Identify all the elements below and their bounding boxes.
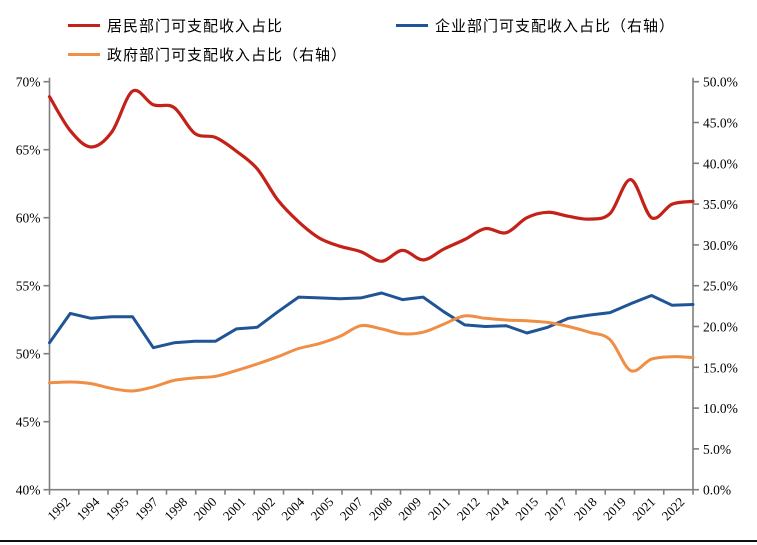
x-tick-label: 2012 (454, 494, 483, 523)
legend-item-enterprise: 企业部门可支配收入占比（右轴） (396, 15, 675, 36)
legend-label-household: 居民部门可支配收入占比 (107, 19, 284, 35)
y-right-tick-label: 30.0% (703, 238, 738, 253)
household-line-swatch (68, 24, 100, 27)
household-share-line (47, 88, 695, 263)
y-right-tick-label: 10.0% (703, 401, 738, 416)
y-axis-right: 0.0% 5.0% 10.0% 15.0% 20.0% 25.0% 30.0% 35.0% 40… (693, 75, 738, 498)
x-tick-label: 2007 (337, 494, 366, 523)
y-right-tick-label: 50.0% (703, 75, 738, 90)
y-right-tick-label: 0.0% (703, 483, 731, 498)
y-right-tick-label: 40.0% (703, 156, 738, 171)
x-tick-label: 2005 (308, 494, 337, 523)
x-tick-label: 2000 (191, 494, 220, 523)
y-right-tick-label: 45.0% (703, 116, 738, 131)
y-right-tick-label: 20.0% (703, 320, 738, 335)
enterprise-line-swatch (396, 24, 428, 27)
y-right-tick-label: 15.0% (703, 360, 738, 375)
x-tick-label: 2008 (366, 494, 395, 523)
x-tick-label: 2004 (278, 494, 307, 523)
x-tick-label: 1995 (103, 494, 132, 523)
legend-item-government: 政府部门可支配收入占比（右轴） (68, 44, 347, 65)
legend-label-enterprise: 企业部门可支配收入占比（右轴） (435, 19, 676, 35)
y-right-tick-label: 5.0% (703, 442, 731, 457)
x-tick-label: 1992 (44, 494, 73, 523)
y-right-tick-label: 35.0% (703, 197, 738, 212)
government-share-line (48, 314, 695, 393)
y-left-tick-label: 60% (16, 211, 41, 226)
government-line-swatch (68, 53, 100, 56)
y-left-tick-label: 65% (16, 143, 41, 158)
y-left-tick-label: 45% (16, 415, 41, 430)
y-left-tick-label: 70% (16, 75, 41, 90)
x-tick-label: 2018 (571, 494, 600, 523)
y-left-tick-label: 40% (16, 483, 41, 498)
legend-label-government: 政府部门可支配收入占比（右轴） (107, 48, 348, 64)
enterprise-share-line (48, 291, 695, 350)
y-axis-left: 40% 45% 50% 55% 60% 65% 70% (16, 75, 50, 498)
x-tick-label: 2022 (659, 494, 688, 523)
x-tick-label: 2011 (425, 494, 454, 523)
x-tick-label: 2002 (249, 494, 278, 523)
x-tick-label: 1994 (74, 494, 103, 523)
x-tick-label: 2015 (512, 494, 541, 523)
x-tick-label: 2021 (629, 494, 658, 523)
y-left-tick-label: 50% (16, 347, 41, 362)
x-tick-label: 2014 (483, 494, 512, 523)
x-tick-label: 2009 (395, 494, 424, 523)
x-tick-label: 2019 (600, 494, 629, 523)
axes (48, 77, 694, 491)
x-tick-label: 2001 (220, 494, 249, 523)
footer-divider (0, 540, 757, 542)
x-tick-label: 1997 (132, 494, 161, 523)
x-tick-label: 1998 (161, 494, 190, 523)
x-tick-label: 2017 (542, 494, 571, 523)
legend-item-household: 居民部门可支配收入占比 (68, 15, 283, 36)
y-right-tick-label: 25.0% (703, 279, 738, 294)
x-axis: 1992 1994 1995 1997 1998 2000 2001 2002 2004 2005… (44, 489, 694, 523)
y-left-tick-label: 55% (16, 279, 41, 294)
